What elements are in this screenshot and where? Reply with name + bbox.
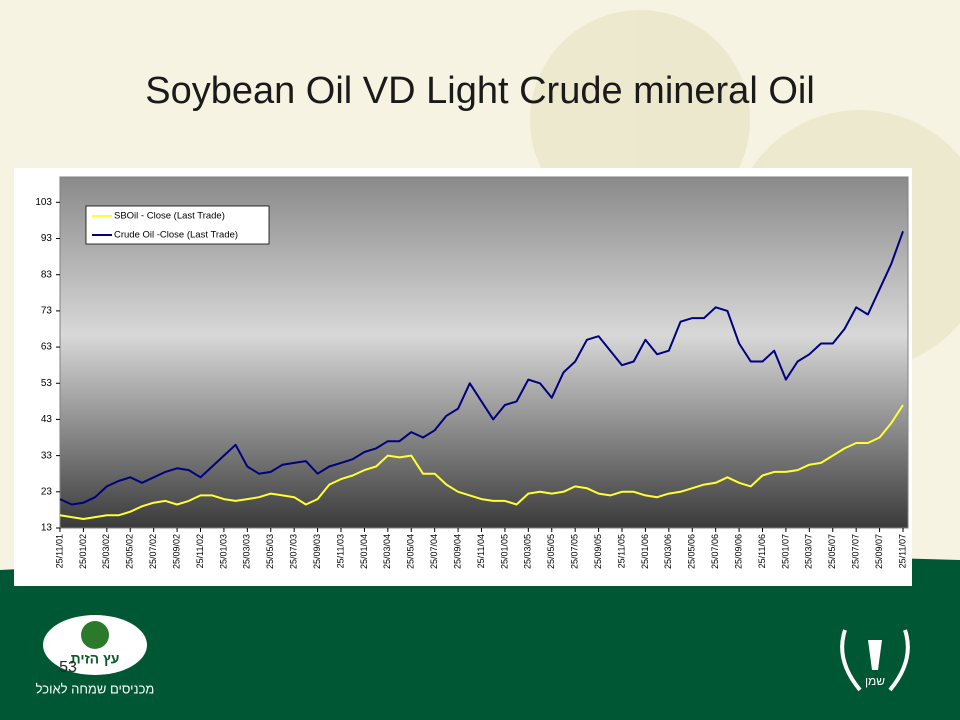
y-tick-label: 73	[41, 306, 53, 317]
y-tick-label: 63	[41, 342, 53, 353]
y-tick-label: 13	[41, 523, 53, 534]
footer-band	[0, 554, 960, 720]
x-tick-label: 25/07/06	[710, 534, 720, 569]
logo-right-name: שמן	[865, 674, 885, 688]
logo-leaves	[840, 629, 910, 692]
left-logo: עץ הזית מכניסים שמחה לאוכל	[36, 615, 155, 696]
legend: SBOil - Close (Last Trade) Crude Oil -Clo…	[85, 205, 270, 245]
legend-label: Crude Oil -Close (Last Trade)	[114, 230, 238, 241]
x-tick-label: 25/01/03	[218, 534, 228, 569]
right-logo: שמן	[840, 629, 910, 692]
x-tick-label: 25/11/06	[757, 534, 767, 568]
x-tick-label: 25/09/02	[171, 534, 181, 569]
x-tick-label: 25/05/06	[687, 534, 697, 569]
page-number: 53	[59, 659, 77, 676]
x-tick-label: 25/07/03	[289, 534, 299, 569]
x-tick-label: 25/09/06	[733, 534, 743, 569]
x-tick-label: 25/11/07	[897, 534, 907, 568]
x-tick-label: 25/05/02	[125, 534, 135, 569]
y-tick-label: 53	[41, 378, 53, 389]
x-tick-label: 25/01/04	[359, 534, 369, 569]
x-tick-label: 25/11/01	[54, 534, 64, 568]
y-tick-label: 23	[41, 486, 53, 497]
x-tick-label: 25/03/07	[804, 534, 814, 569]
legend-label: SBOil - Close (Last Trade)	[114, 211, 225, 222]
x-tick-label: 25/03/06	[663, 534, 673, 569]
logo-tree	[81, 621, 109, 649]
y-tick-label: 33	[41, 450, 53, 461]
x-tick-label: 25/07/02	[148, 534, 158, 569]
chart: 13 23 33 43 53 63 73 83 93 103 25/11/01 25/01/02 25/…	[35, 197, 907, 569]
x-tick-label: 25/01/06	[640, 534, 650, 569]
series-line	[59, 404, 904, 520]
x-tick-label: 25/11/02	[195, 534, 205, 568]
logo-vase	[868, 640, 882, 670]
x-tick-label: 25/09/07	[874, 534, 884, 569]
x-tick-label: 25/07/04	[429, 534, 439, 569]
x-tick-label: 25/09/04	[452, 534, 462, 569]
x-tick-label: 25/03/02	[101, 534, 111, 569]
x-tick-label: 25/09/05	[593, 534, 603, 569]
x-tick-label: 25/05/04	[406, 534, 416, 569]
x-tick-label: 25/11/03	[335, 534, 345, 568]
y-tick-label: 103	[35, 197, 52, 208]
x-tick-label: 25/01/07	[780, 534, 790, 569]
slide-title: Soybean Oil VD Light Crude mineral Oil	[145, 70, 815, 112]
x-tick-label: 25/05/03	[265, 534, 275, 569]
x-tick-label: 25/11/05	[616, 534, 626, 568]
x-tick-label: 25/05/05	[546, 534, 556, 569]
x-tick-label: 25/03/03	[242, 534, 252, 569]
logo-name: עץ הזית	[71, 651, 120, 667]
x-tick-label: 25/11/04	[476, 534, 486, 568]
x-tick-label: 25/03/05	[523, 534, 533, 569]
x-tick-label: 25/07/05	[570, 534, 580, 569]
x-tick-label: 25/05/07	[827, 534, 837, 569]
series-line	[59, 230, 904, 506]
x-tick-label: 25/01/02	[78, 534, 88, 569]
x-tick-label: 25/01/05	[499, 534, 509, 569]
legend-box	[85, 205, 270, 245]
logo-slogan: מכניסים שמחה לאוכל	[36, 681, 155, 696]
x-tick-label: 25/03/04	[382, 534, 392, 569]
y-tick-label: 43	[41, 414, 53, 425]
y-tick-label: 93	[41, 233, 53, 244]
x-tick-label: 25/07/07	[851, 534, 861, 569]
x-tick-label: 25/09/03	[312, 534, 322, 569]
y-tick-label: 83	[41, 269, 53, 280]
